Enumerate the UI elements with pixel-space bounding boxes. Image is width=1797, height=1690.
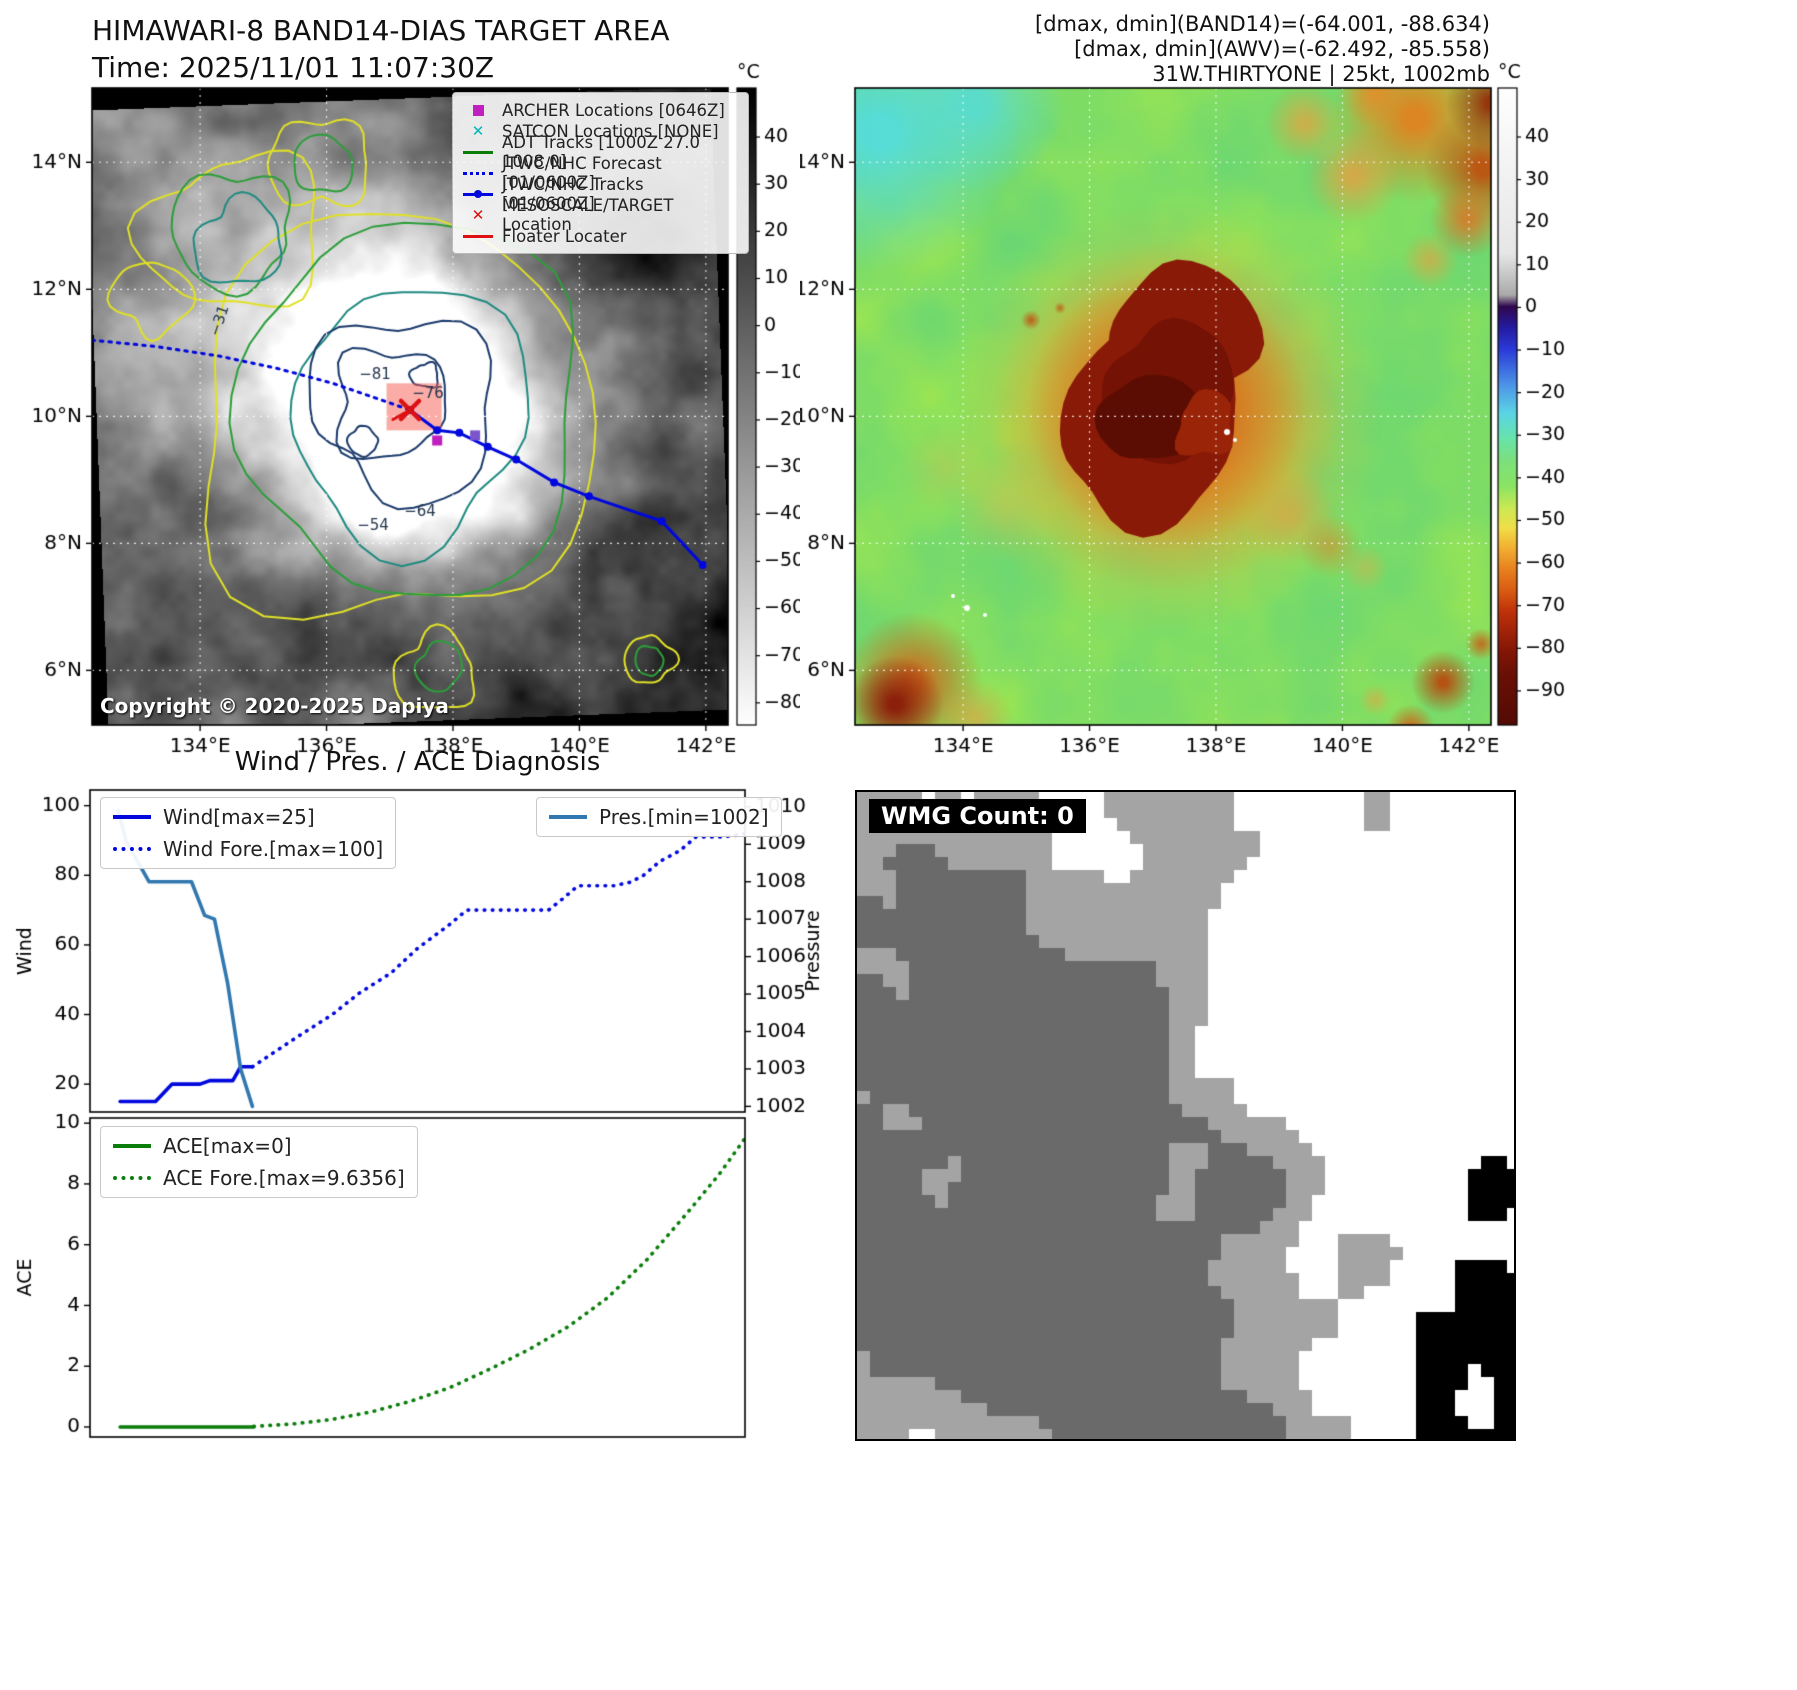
legend-label: SATCON Locations [NONE] — [502, 121, 719, 141]
band14-title-line2: Time: 2025/11/01 11:07:30Z — [92, 51, 495, 84]
ace-chart-legend: ACE[max=0] ACE Fore.[max=9.6356] — [100, 1126, 418, 1198]
awv-satellite-map — [800, 0, 1600, 760]
legend-label: ACE[max=0] — [163, 1134, 292, 1158]
legend-label: Pres.[min=1002] — [599, 805, 769, 829]
legend-label: Wind[max=25] — [163, 805, 315, 829]
legend-item-archer: ARCHER Locations [0646Z] — [462, 100, 739, 120]
wmg-count-label: WMG Count: 0 — [869, 799, 1086, 833]
floater-line-icon — [463, 234, 493, 238]
legend-label: ARCHER Locations [0646Z] — [502, 100, 725, 120]
legend-item-satcon: ✕ SATCON Locations [NONE] — [462, 121, 739, 141]
track-line-dot-icon — [463, 188, 493, 200]
wind-line-icon — [113, 815, 151, 819]
band14-title-line1: HIMAWARI-8 BAND14-DIAS TARGET AREA — [92, 14, 670, 47]
awv-header-line2: [dmax, dmin](AWV)=(-62.492, -85.558) — [1074, 37, 1490, 61]
legend-item-floater: Floater Locater — [462, 226, 739, 246]
pressure-line-icon — [549, 815, 587, 819]
wmg-panel-frame — [855, 790, 1516, 1441]
satcon-x-icon: ✕ — [471, 121, 485, 140]
adt-line-icon — [463, 150, 493, 154]
legend-item-adt-tracks: ADT Tracks [1000Z 27.0 1008.0] — [462, 133, 739, 171]
legend-label: Wind Fore.[max=100] — [163, 837, 384, 861]
legend-item-wind: Wind[max=25] — [113, 805, 383, 829]
target-x-icon: ✕ — [471, 205, 485, 224]
archer-square-icon — [472, 104, 484, 116]
legend-label: ADT Tracks [1000Z 27.0 1008.0] — [502, 133, 701, 171]
legend-item-mesoscale-target: ✕ MESOSCALE/TARGET Location — [462, 196, 739, 234]
band14-map-legend: ARCHER Locations [0646Z] ✕ SATCON Locati… — [452, 92, 749, 254]
legend-label: ACE Fore.[max=9.6356] — [163, 1166, 405, 1190]
legend-item-ace: ACE[max=0] — [113, 1134, 405, 1158]
diagnosis-title: Wind / Pres. / ACE Diagnosis — [234, 747, 601, 777]
wind-forecast-dotted-icon — [113, 847, 151, 851]
awv-header-line3: 31W.THIRTYONE | 25kt, 1002mb — [1152, 62, 1490, 86]
awv-header-line1: [dmax, dmin](BAND14)=(-64.001, -88.634) — [1035, 12, 1490, 36]
ace-line-icon — [113, 1144, 151, 1148]
forecast-dotted-line-icon — [463, 171, 493, 175]
legend-label: Floater Locater — [502, 226, 627, 246]
legend-item-wind-forecast: Wind Fore.[max=100] — [113, 837, 383, 861]
wmg-count-map — [857, 792, 1514, 1439]
wind-chart-legend: Wind[max=25] Wind Fore.[max=100] — [100, 797, 397, 869]
legend-item-ace-forecast: ACE Fore.[max=9.6356] — [113, 1166, 405, 1190]
legend-item-jtwc-tracks: JTWC/NHC Tracks [01/0600Z] — [462, 175, 739, 213]
band14-title: HIMAWARI-8 BAND14-DIAS TARGET AREA Time:… — [92, 12, 670, 86]
legend-label: MESOSCALE/TARGET Location — [502, 196, 674, 234]
legend-item-pressure: Pres.[min=1002] — [549, 805, 769, 829]
pressure-chart-legend: Pres.[min=1002] — [536, 797, 782, 837]
legend-item-jtwc-forecast: JTWC/NHC Forecast [01/0600Z] — [462, 154, 739, 192]
legend-label: JTWC/NHC Tracks [01/0600Z] — [502, 175, 644, 213]
copyright-text: Copyright © 2020-2025 Dapiya — [100, 694, 449, 718]
ace-forecast-dotted-icon — [113, 1176, 151, 1180]
wind-pressure-ace-charts — [0, 755, 850, 1455]
awv-header: [dmax, dmin](BAND14)=(-64.001, -88.634) … — [950, 12, 1490, 87]
legend-label: JTWC/NHC Forecast [01/0600Z] — [502, 154, 662, 192]
